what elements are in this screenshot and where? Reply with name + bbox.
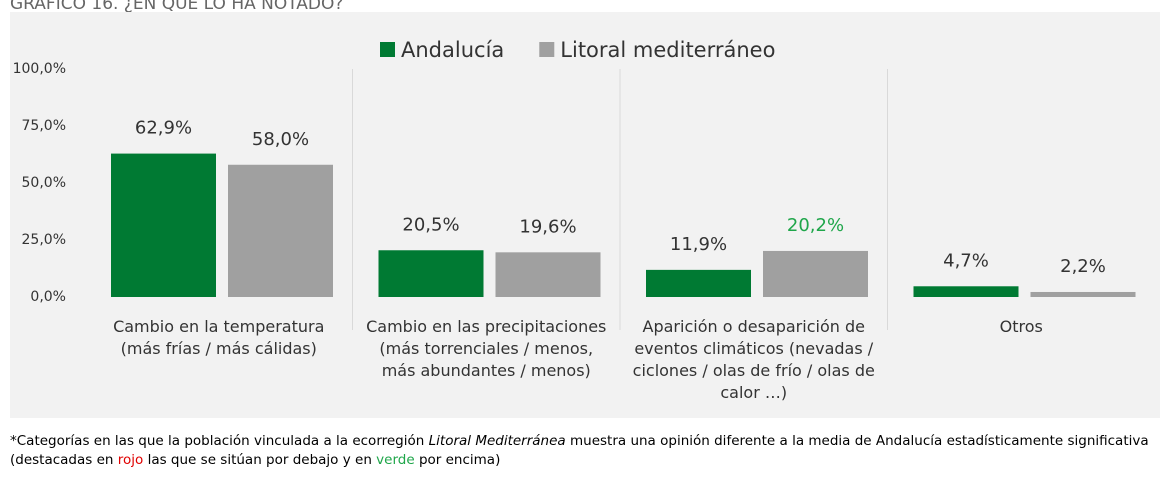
bar <box>646 269 751 297</box>
x-tick-label: Otros <box>999 317 1043 336</box>
x-tick-label: Cambio en la temperatura (más frías / má… <box>113 317 325 358</box>
data-label: 11,9% <box>670 234 727 255</box>
footnote-red: rojo <box>117 452 144 468</box>
footnote-green: verde <box>376 452 415 468</box>
footnote-text: muestra una opinión diferente a la media… <box>10 433 1149 468</box>
bar <box>228 164 333 297</box>
legend-swatch <box>539 42 555 57</box>
footnote: *Categorías en las que la población vinc… <box>10 432 1160 470</box>
bar <box>111 153 216 297</box>
y-tick-label: 50,0% <box>22 175 66 191</box>
data-label: 62,9% <box>135 118 192 139</box>
legend-label: Andalucía <box>401 38 504 62</box>
data-label: 2,2% <box>1060 256 1106 277</box>
legend-swatch <box>380 42 395 57</box>
data-label: 20,2% <box>787 215 844 236</box>
x-tick-label: Aparición o desaparición de eventos clim… <box>632 317 875 402</box>
data-label: 19,6% <box>519 216 576 237</box>
y-tick-label: 25,0% <box>22 232 66 248</box>
data-label: 20,5% <box>402 214 459 235</box>
y-tick-label: 75,0% <box>22 118 66 134</box>
bar <box>1030 291 1136 297</box>
footnote-italic: Litoral Mediterránea <box>428 433 566 449</box>
chart-title: GRÁFICO 16. ¿EN QUÉ LO HA NOTADO? <box>10 0 344 14</box>
data-label: 4,7% <box>943 250 989 271</box>
data-label: 58,0% <box>252 129 309 150</box>
footnote-text: las que se sitúan por debajo y en <box>143 452 377 468</box>
bar <box>378 250 484 297</box>
legend-label: Litoral mediterráneo <box>560 38 775 62</box>
bar <box>763 250 868 297</box>
y-tick-label: 0,0% <box>30 289 66 305</box>
bar <box>495 252 601 297</box>
footnote-text: por encima) <box>414 452 501 468</box>
footnote-text: *Categorías en las que la población vinc… <box>10 433 429 449</box>
y-tick-label: 100,0% <box>13 61 66 77</box>
x-tick-label: Cambio en las precipitaciones (más torre… <box>366 317 607 380</box>
bar <box>913 286 1019 297</box>
